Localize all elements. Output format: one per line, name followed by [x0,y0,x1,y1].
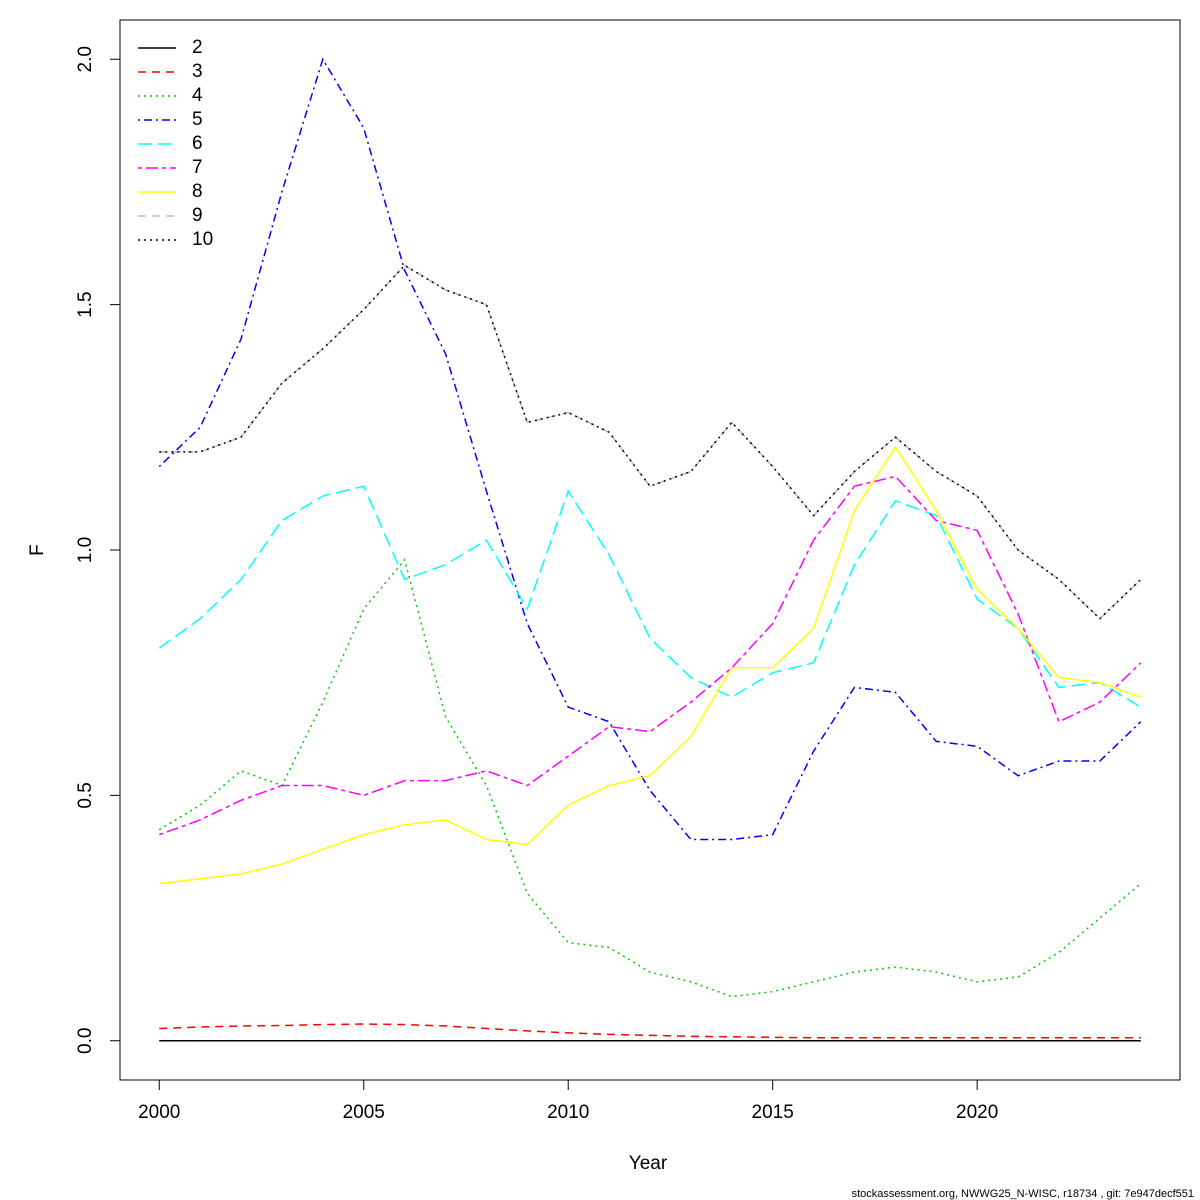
y-tick-label: 1.5 [75,291,96,317]
y-axis-label: F [27,544,48,556]
legend-label: 3 [192,61,203,82]
series-line [159,264,1142,620]
legend-label: 4 [192,85,203,106]
legend-label: 2 [192,37,203,58]
series-line [159,1023,1141,1039]
series-line [158,485,1142,708]
plot-frame [119,19,1181,1081]
legend-label: 9 [192,205,203,226]
footer: stockassessment.org, NWWG25_N-WISC, r187… [852,1188,1194,1200]
series-line [159,445,1141,885]
series-line [159,264,1142,620]
legend-label: 10 [192,229,213,250]
series-line [159,475,1142,836]
y-tick-label: 0.0 [75,1028,96,1054]
series-line [158,57,1142,841]
legend-label: 7 [192,157,203,178]
x-tick-label: 2000 [138,1102,180,1123]
x-tick-label: 2015 [752,1102,794,1123]
x-tick-label: 2020 [956,1102,998,1123]
x-tick-label: 2005 [343,1102,385,1123]
x-axis-label: Year [629,1153,668,1174]
legend-label: 8 [192,181,203,202]
legend-label: 5 [192,109,203,130]
series-line [158,558,1142,998]
y-tick-label: 1.0 [75,537,96,563]
y-tick-label: 2.0 [75,46,96,72]
legend-label: 6 [192,133,203,154]
x-tick-label: 2010 [547,1102,589,1123]
y-tick-label: 0.5 [75,782,96,808]
